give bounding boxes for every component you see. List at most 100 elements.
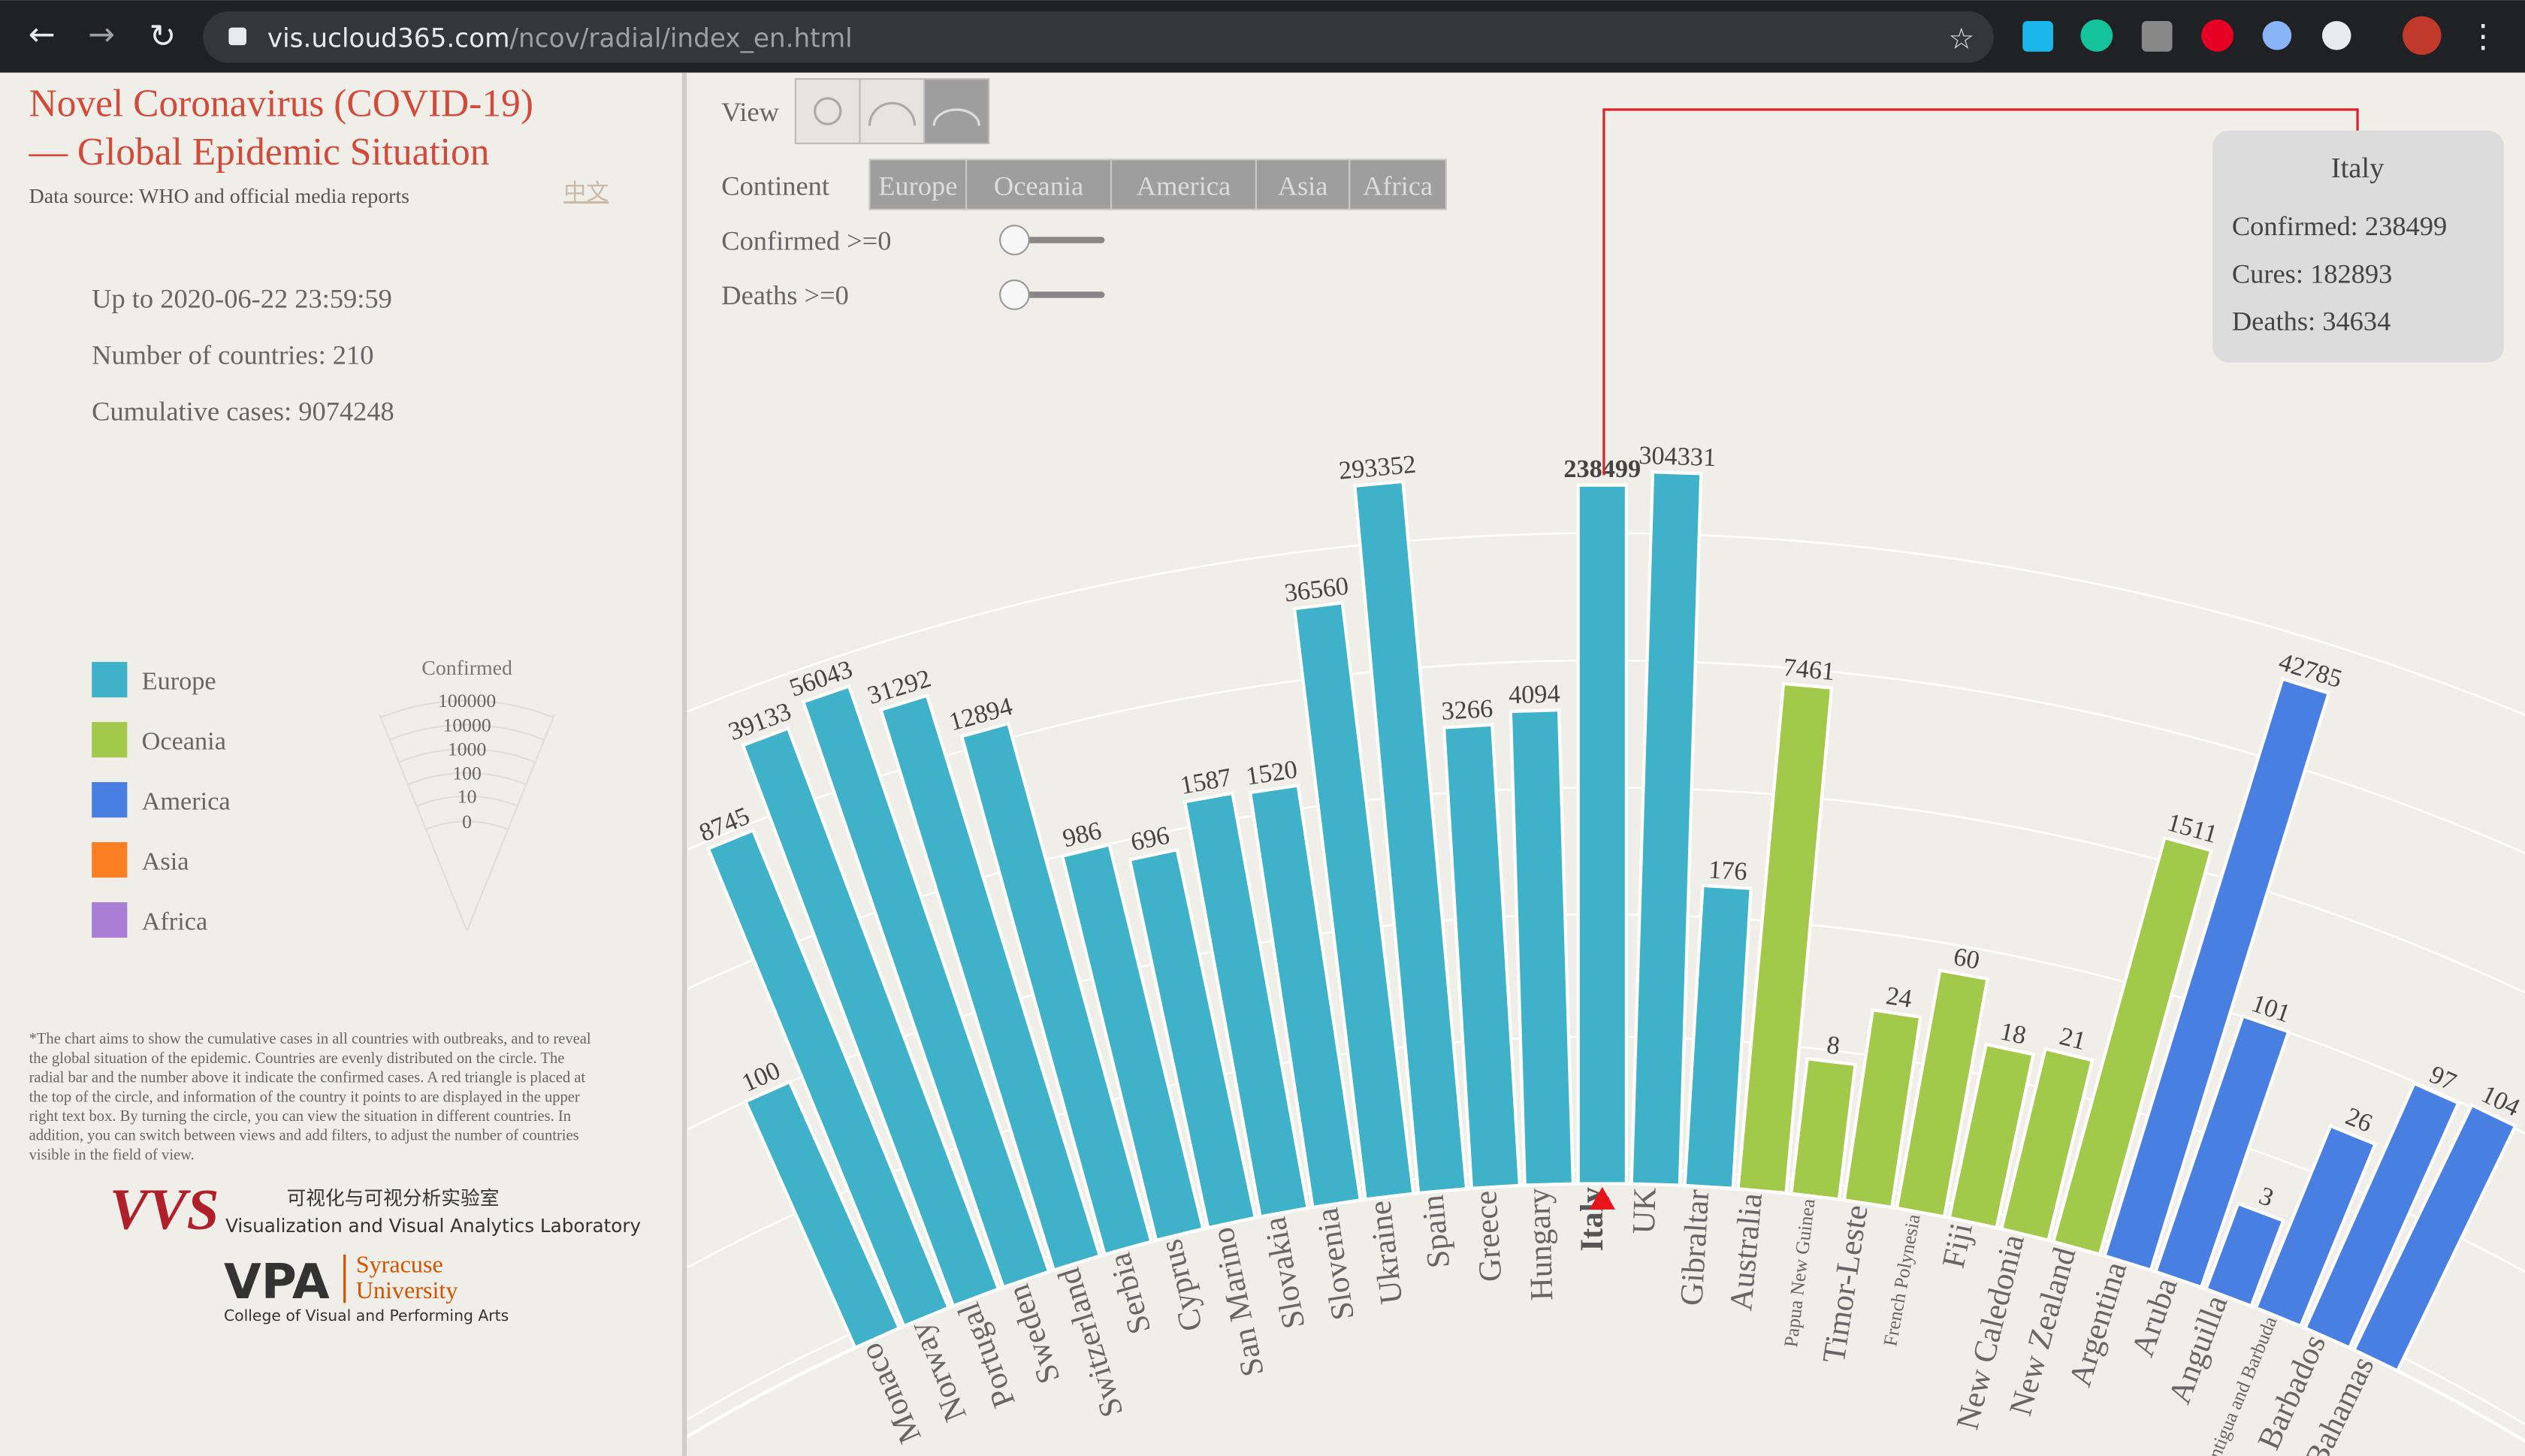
bar[interactable] [2303, 1081, 2461, 1350]
extension-icon[interactable] [2141, 21, 2173, 52]
extension-icon[interactable] [2201, 19, 2234, 52]
title: Novel Coronavirus (COVID-19) [29, 82, 533, 125]
bar[interactable] [2351, 1103, 2518, 1373]
tooltip-lines: Confirmed: 238499 Cures: 182893 Deaths: 34… [2232, 211, 2447, 336]
footnote-line: radial bar and the number above it indic… [29, 1070, 586, 1086]
bar[interactable] [2254, 1123, 2378, 1328]
bar[interactable] [959, 721, 1154, 1257]
value-label: 3266 [1440, 694, 1494, 726]
tooltip-line: Confirmed: 238499 [2232, 211, 2447, 241]
extension-icon[interactable] [2262, 21, 2292, 50]
bar[interactable] [2203, 1201, 2286, 1308]
bar[interactable] [1060, 842, 1206, 1243]
bar[interactable] [1895, 968, 1990, 1219]
scale-tick-label: 100000 [438, 690, 496, 711]
extension-icon[interactable] [2022, 21, 2053, 52]
value-label: 4094 [1508, 679, 1560, 709]
radial-chart[interactable]: 100Monaco8745Norway39133Portugal56043Swe… [0, 441, 2525, 1456]
lab-name-en: Visualization and Visual Analytics Labor… [225, 1215, 641, 1237]
extension-icon[interactable] [2080, 19, 2113, 52]
scale-tick-label: 1000 [448, 738, 486, 760]
value-label: 293352 [1337, 450, 1417, 485]
scale-tick-label: 10 [458, 785, 477, 807]
bar[interactable] [741, 726, 1001, 1308]
bar[interactable] [743, 1080, 902, 1350]
legend-swatch [92, 782, 128, 818]
college: College of Visual and Performing Arts [224, 1306, 509, 1325]
view-button[interactable] [859, 78, 926, 144]
value-label: 18 [1998, 1016, 2028, 1050]
lab-logo-mark: VVS [110, 1177, 219, 1242]
bar[interactable] [1182, 791, 1310, 1219]
scale-tick-label: 10000 [442, 714, 491, 736]
tooltip-line: Cures: 182893 [2232, 258, 2392, 288]
bar[interactable] [1842, 1007, 1922, 1210]
legend-swatch [92, 841, 128, 878]
bar[interactable] [2153, 1013, 2291, 1290]
bar[interactable] [1629, 470, 1703, 1187]
legend-label: Asia [142, 847, 189, 875]
vpa-logo: VPA [224, 1254, 330, 1310]
continent-button-label: America [1137, 171, 1231, 201]
bar[interactable] [2102, 677, 2331, 1273]
bar[interactable] [1789, 1056, 1857, 1201]
country-label: UK [1626, 1187, 1663, 1234]
bar[interactable] [1442, 723, 1522, 1191]
language-link[interactable]: 中文 [563, 180, 609, 205]
continent-button[interactable] [1110, 159, 1257, 210]
continent-filters: Europe Oceania America Asia Africa [868, 159, 1447, 210]
continent-button[interactable] [1349, 159, 1447, 210]
legend-swatch [92, 902, 128, 938]
bar[interactable] [1128, 847, 1258, 1230]
continent-label: Continent [721, 171, 829, 201]
bar[interactable] [1509, 708, 1575, 1187]
url-host: vis.ucloud365.com [267, 23, 510, 53]
scale-arc [398, 748, 536, 763]
extension-icon[interactable] [2321, 21, 2351, 50]
value-label: 60 [1952, 942, 1983, 975]
bar[interactable] [1292, 601, 1415, 1201]
value-label: 176 [1708, 855, 1748, 886]
country-label: Hungary [1521, 1187, 1560, 1301]
continent-button[interactable] [1255, 159, 1351, 210]
view-switch [794, 78, 990, 144]
bar[interactable] [801, 684, 1051, 1290]
bar[interactable] [1683, 884, 1753, 1191]
bar[interactable] [1576, 483, 1629, 1186]
profile-avatar[interactable] [2403, 16, 2442, 56]
legend-label: America [142, 787, 231, 815]
tooltip-box [2212, 130, 2505, 363]
title: — Global Epidemic Situation [29, 131, 490, 174]
cumulative-cases: Cumulative cases: 9074248 [92, 397, 394, 427]
confirmed-slider-handle[interactable] [999, 225, 1030, 255]
bar[interactable] [705, 828, 951, 1328]
forward-button[interactable]: → [88, 16, 115, 53]
university: University [356, 1276, 458, 1303]
scale-arc [380, 699, 554, 718]
bar[interactable] [1947, 1042, 2036, 1230]
footnote: *The chart aims to show the cumulative c… [29, 1031, 591, 1163]
extension-icons: ⋮ [2022, 16, 2499, 56]
bar[interactable] [878, 693, 1102, 1273]
bar[interactable] [1736, 681, 1834, 1195]
bar[interactable] [1999, 1047, 2095, 1243]
url: vis.ucloud365.com/ncov/radial/index_en.h… [267, 23, 853, 53]
bookmark-star[interactable]: ☆ [1948, 22, 1974, 56]
value-label: 304331 [1639, 441, 1717, 472]
lab-logo: VVS 可视化与可视分析实验室 Visualization and Visual… [110, 1177, 641, 1325]
footnote-line: visible in the field of view. [29, 1146, 195, 1163]
view-button[interactable] [794, 78, 861, 144]
scale-tick-label: 0 [462, 811, 472, 832]
deaths-slider-handle[interactable] [999, 279, 1030, 310]
view-button-active[interactable] [923, 78, 990, 144]
bar[interactable] [2051, 835, 2214, 1257]
back-button[interactable]: ← [29, 16, 56, 53]
bar[interactable] [1248, 783, 1363, 1210]
bar[interactable] [1353, 479, 1469, 1195]
menu-button[interactable]: ⋮ [2467, 17, 2499, 55]
reload-button[interactable]: ↻ [150, 17, 177, 55]
lock-icon [228, 27, 246, 46]
value-label: 7461 [1782, 653, 1836, 686]
address-bar[interactable] [203, 11, 1994, 63]
